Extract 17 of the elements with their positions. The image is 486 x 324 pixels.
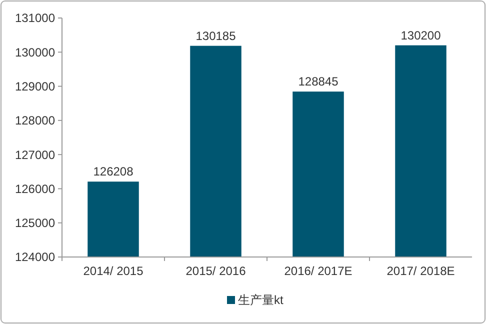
y-tick-label: 124000 [14,250,56,264]
data-label: 130200 [400,28,442,42]
y-tick-label: 127000 [14,148,56,162]
data-label: 130185 [196,28,236,43]
y-tick-label: 126000 [14,182,56,196]
x-tick-label: 2016/ 2017E [284,264,352,278]
y-tick-label: 128000 [14,114,56,128]
x-tick-label: 2014/ 2015 [83,264,144,278]
data-label: 126208 [93,164,134,179]
y-tick-label: 130000 [14,45,56,60]
y-tick-label: 129000 [14,79,56,94]
y-tick-label: 131000 [14,11,56,26]
legend-label: 生产量kt [238,293,284,308]
y-tick-label: 125000 [14,216,56,230]
data-label: 128845 [298,74,339,89]
x-tick-label: 2017/ 2018E [386,264,455,278]
x-tick-label: 2015/ 2016 [186,264,246,278]
